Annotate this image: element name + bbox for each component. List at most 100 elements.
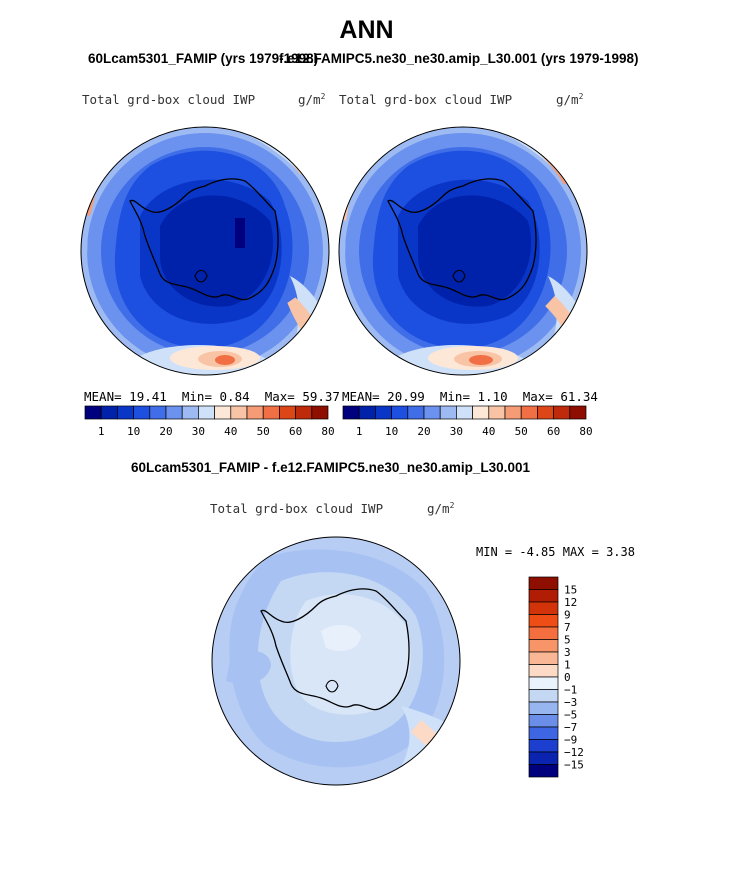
diff-colorbar-swatch: [528, 701, 559, 715]
left-colorbar-swatch: [181, 405, 199, 420]
diff-units-label: g/m2: [427, 501, 455, 517]
left-colorbar-label: 30: [192, 425, 205, 438]
right-colorbar-label: 60: [547, 425, 560, 438]
diff-colorbar-swatch: [528, 601, 559, 615]
left-units-label: g/m2: [298, 92, 326, 108]
right-colorbar-swatch: [391, 405, 409, 420]
diff-colorbar-label: −1: [564, 684, 577, 697]
right-colorbar-label: 10: [385, 425, 398, 438]
page-title: ANN: [339, 16, 394, 44]
left-mean-value: 19.41: [129, 389, 167, 404]
left-colorbar-swatch: [133, 405, 151, 420]
left-colorbar-swatch: [100, 405, 118, 420]
diff-colorbar-swatch: [528, 689, 559, 703]
diff-colorbar-swatch: [528, 614, 559, 628]
right-colorbar-swatch: [375, 405, 392, 420]
diff-variable-label: Total grd-box cloud IWP: [210, 501, 384, 516]
diff-max-value: 3.38: [606, 545, 635, 559]
diff-colorbar-swatch: [528, 589, 559, 603]
right-colorbar-label: 30: [450, 425, 463, 438]
right-colorbar-swatch: [407, 405, 425, 420]
right-colorbar-swatch: [553, 405, 571, 420]
right-colorbar-swatch: [520, 405, 538, 420]
left-colorbar-swatch: [262, 405, 280, 420]
diff-colorbar-label: 1: [564, 659, 571, 672]
left-colorbar-swatch: [214, 405, 232, 420]
diff-colorbar-label: −3: [564, 696, 577, 709]
left-colorbar-swatch: [246, 405, 264, 420]
right-colorbar-label: 80: [579, 425, 592, 438]
left-colorbar-label: 20: [159, 425, 172, 438]
right-colorbar-swatch: [358, 405, 376, 420]
diff-colorbar-label: 15: [564, 584, 577, 597]
right-polar-map: [338, 126, 588, 376]
left-variable-label: Total grd-box cloud IWP: [82, 92, 256, 107]
diff-colorbar-swatch: [528, 676, 559, 690]
diff-colorbar-label: 0: [564, 671, 571, 684]
left-colorbar-swatch: [295, 405, 313, 420]
right-colorbar-label: 50: [515, 425, 528, 438]
diff-colorbar-swatch: [528, 639, 559, 653]
right-colorbar-swatch: [569, 405, 587, 420]
left-case-title: 60Lcam5301_FAMIP (yrs 1979-1998): [88, 51, 319, 66]
left-colorbar-label: 60: [289, 425, 302, 438]
right-case-title: f.e12.FAMIPC5.ne30_ne30.amip_L30.001 (yr…: [279, 51, 639, 66]
diff-colorbar-swatch: [528, 576, 559, 590]
left-min-value: 0.84: [219, 389, 250, 404]
left-colorbar-swatch: [149, 405, 167, 420]
diff-colorbar-swatch: [528, 714, 559, 728]
diff-colorbar-swatch: [528, 739, 559, 753]
left-colorbar-swatch: [198, 405, 215, 420]
right-colorbar-swatch: [472, 405, 490, 420]
left-colorbar-label: 50: [257, 425, 270, 438]
diff-colorbar-label: 7: [564, 621, 571, 634]
left-colorbar-label: 10: [127, 425, 140, 438]
diff-colorbar-label: −7: [564, 721, 577, 734]
left-colorbar-swatch: [311, 405, 329, 420]
right-colorbar-swatch: [504, 405, 522, 420]
diff-polar-map: [211, 536, 461, 786]
right-mean-value: 20.99: [387, 389, 425, 404]
diff-colorbar-swatch: [528, 664, 559, 678]
right-colorbar-label: 40: [482, 425, 495, 438]
right-max-value: 61.34: [560, 389, 598, 404]
diff-minmax: MIN = -4.85 MAX = 3.38: [476, 545, 635, 559]
left-polar-map: [80, 126, 330, 376]
left-colorbar: 1 10 20 30 40 50 60 80: [84, 405, 334, 438]
right-colorbar-swatch: [488, 405, 506, 420]
left-colorbar-swatch: [230, 405, 248, 420]
diff-colorbar-swatch: [528, 726, 559, 740]
left-colorbar-swatch: [279, 405, 296, 420]
diff-colorbar-swatch: [528, 751, 559, 765]
diff-colorbar-label: 3: [564, 646, 571, 659]
right-colorbar-label: 1: [356, 425, 363, 438]
right-stats: MEAN= 20.99 Min= 1.10 Max= 61.34: [342, 389, 598, 404]
diff-colorbar-swatch: [528, 764, 559, 778]
right-colorbar-label: 20: [417, 425, 430, 438]
left-colorbar-swatch: [165, 405, 183, 420]
diff-colorbar-swatch: [528, 651, 559, 665]
right-colorbar-swatch: [537, 405, 554, 420]
right-min-value: 1.10: [477, 389, 508, 404]
left-colorbar-swatch: [117, 405, 134, 420]
left-colorbar-label: 40: [224, 425, 237, 438]
diff-case-title: 60Lcam5301_FAMIP - f.e12.FAMIPC5.ne30_ne…: [131, 460, 530, 475]
left-colorbar-swatch: [84, 405, 102, 420]
right-colorbar-swatch: [423, 405, 441, 420]
left-colorbar-label: 80: [321, 425, 334, 438]
diff-colorbar-label: −9: [564, 734, 577, 747]
diff-colorbar-label: −12: [564, 746, 584, 759]
right-colorbar-swatch: [439, 405, 457, 420]
diff-colorbar-label: −15: [564, 759, 584, 772]
right-colorbar: 1 10 20 30 40 50 60 80: [342, 405, 592, 438]
diff-colorbar-label: 9: [564, 609, 571, 622]
left-max-value: 59.37: [302, 389, 340, 404]
right-variable-label: Total grd-box cloud IWP: [339, 92, 513, 107]
diff-colorbar-label: −5: [564, 709, 577, 722]
diff-colorbar-label: 12: [564, 596, 577, 609]
diff-min-value: -4.85: [519, 545, 556, 559]
right-colorbar-swatch: [342, 405, 360, 420]
left-colorbar-label: 1: [98, 425, 105, 438]
left-stats: MEAN= 19.41 Min= 0.84 Max= 59.37: [84, 389, 340, 404]
